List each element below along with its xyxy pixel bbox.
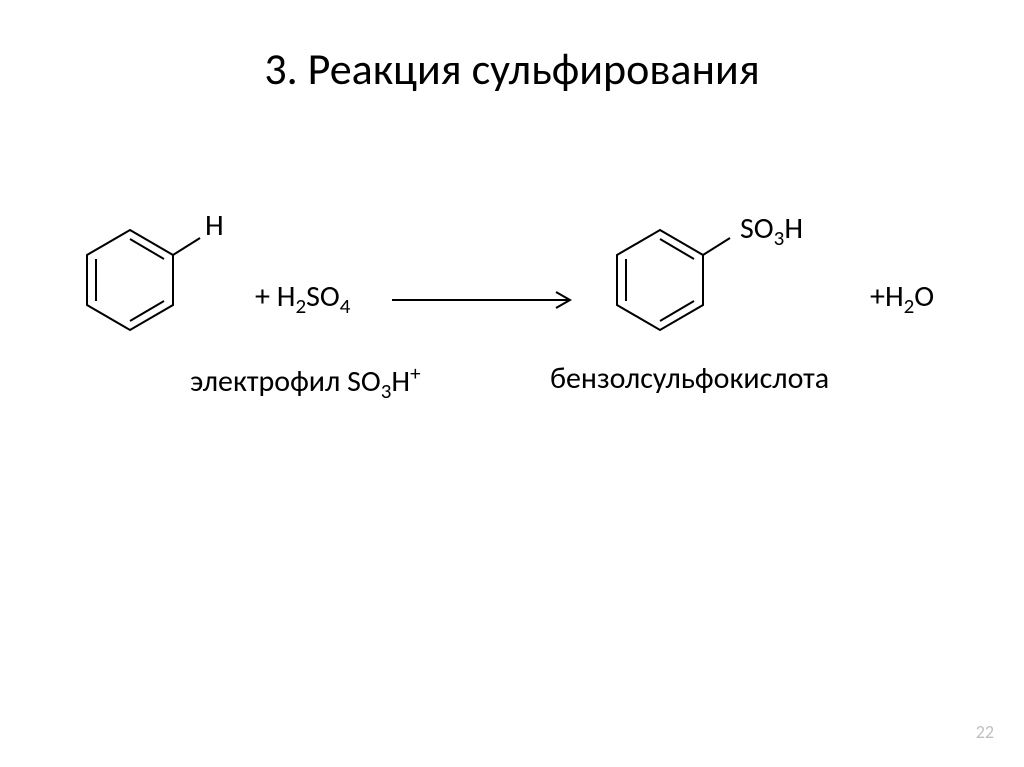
reagent-2: 2 [295, 293, 306, 319]
byproduct-O: O [914, 278, 934, 315]
product-3: 3 [774, 225, 785, 251]
product-so3h-label: SO3H [740, 210, 803, 251]
electrophile-H: H [391, 363, 410, 400]
electrophile-3: 3 [381, 378, 392, 404]
reaction-arrow [390, 288, 580, 312]
reagent-H: H [277, 278, 296, 315]
electrophile-label: электрофил SO3H+ [190, 360, 421, 404]
reagent-plus: + [255, 278, 277, 315]
reagent-SO: SO [306, 278, 340, 315]
reagent-4: 4 [340, 293, 351, 319]
slide-title: 3. Реакция сульфирования [0, 42, 1024, 96]
reagent-formula: + H2SO4 [255, 278, 350, 319]
reaction-scheme: H + H2SO4 SO3H +H2O электрофил SO3H+ бен… [60, 220, 960, 420]
byproduct-2: 2 [904, 293, 915, 319]
byproduct-plusH: +H [870, 278, 904, 315]
page-number: 22 [976, 721, 994, 743]
electrophile-prefix: электрофил SO [190, 363, 381, 400]
reactant-h-label: H [205, 207, 224, 244]
electrophile-plus: + [410, 360, 420, 386]
product-name-label: бензолсульфокислота [550, 360, 829, 397]
product-SO: SO [740, 210, 774, 247]
product-H: H [784, 210, 803, 247]
byproduct-formula: +H2O [870, 278, 934, 319]
